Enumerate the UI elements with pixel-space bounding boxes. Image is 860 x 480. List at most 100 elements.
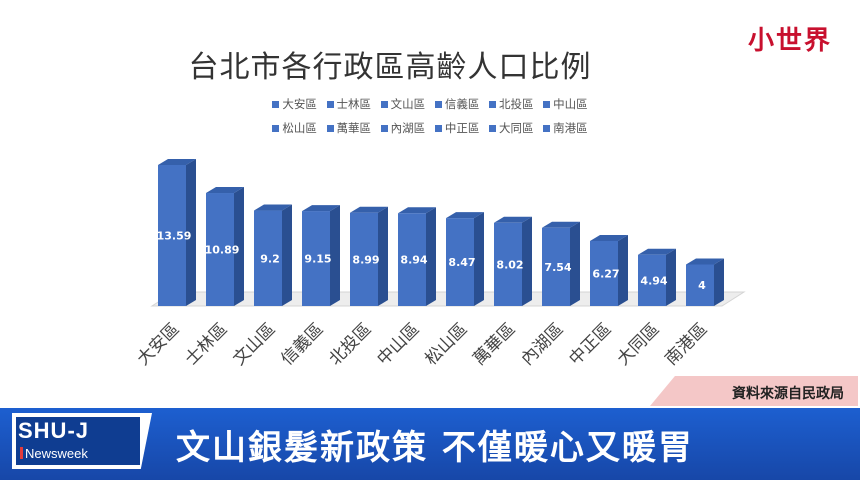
legend-label: 北投區 [498,97,534,111]
chart-legend-row-1: 大安區 士林區 文山區 信義區 北投區 中山區 [0,96,860,112]
bar-front [350,212,378,306]
bar-side [714,258,724,306]
bar-信義區 [302,205,340,306]
legend-swatch [272,125,280,132]
legend-item: 萬華區 [326,120,372,136]
bar-中正區 [590,234,628,306]
category-tick-label: 松山區 [421,319,471,369]
bar-front [254,210,282,306]
bar-side [282,204,292,306]
bar-top [638,248,676,255]
bar-top [494,216,532,223]
bar-top [446,212,484,219]
bar-front [494,222,522,306]
bar-value-label: 8.02 [496,258,523,271]
chart-title: 台北市各行政區高齡人口比例 [188,50,592,85]
brand-name: SHU-J [18,418,90,443]
bar-value-label: 10.89 [205,244,240,257]
legend-label: 大安區 [282,97,317,111]
legend-label: 萬華區 [336,121,372,135]
legend-label: 信義區 [444,97,480,111]
legend-label: 文山區 [390,97,426,111]
bar-side [330,205,340,306]
bar-top [302,205,340,212]
value-labels: 13.59 10.89 9.2 9.15 8.99 8.94 8.47 8.02 7.54 6.2… [157,230,707,293]
legend-swatch [272,101,280,108]
bar-中山區 [398,207,436,306]
bar-front [158,165,186,306]
brand-subtitle-text: Newsweek [25,446,88,461]
bar-內湖區 [542,221,580,306]
legend-swatch [326,125,334,132]
category-tick-label: 大同區 [613,319,663,369]
legend-label: 大同區 [498,121,534,135]
brand-accent-mark [20,447,23,459]
bar-南港區 [686,258,724,306]
legend-swatch [380,101,388,108]
bar-top [542,221,580,228]
category-tick-label: 內湖區 [517,319,567,369]
bar-series [158,159,724,306]
bar-top [350,206,388,213]
bar-value-label: 4.94 [640,274,667,287]
legend-swatch [380,125,388,132]
category-tick-label: 南港區 [661,319,711,369]
news-headline: 文山銀髮新政策 不僅暖心又暖胃 [176,428,694,468]
bar-front [590,240,618,306]
brand-box [12,413,152,469]
legend-swatch [543,125,551,132]
bar-side [570,221,580,306]
bar-value-label: 6.27 [592,267,619,280]
category-tick-label: 中正區 [565,319,615,369]
legend-label: 中山區 [553,97,588,111]
legend-label: 內湖區 [390,121,426,135]
bar-front [686,264,714,306]
bar-top [686,258,724,265]
bar-value-label: 8.94 [400,254,427,267]
legend-item: 文山區 [380,96,426,112]
bar-side [618,234,628,306]
legend-label: 南港區 [553,121,588,135]
brand-box-inner [16,417,140,465]
bar-chart: 13.59 10.89 9.2 9.15 8.99 8.94 8.47 8.02 7.54 6.2… [133,159,746,370]
source-tag: 資料來源自民政局 [650,376,858,406]
chart-legend-row-2: 松山區 萬華區 內湖區 中正區 大同區 南港區 [0,120,860,136]
category-tick-label: 信義區 [277,319,327,369]
bar-side [234,187,244,306]
legend-item: 中正區 [434,120,480,136]
legend-swatch [488,101,496,108]
category-tick-label: 中山區 [373,319,423,369]
category-tick-label: 文山區 [229,319,279,369]
bar-front [302,211,330,306]
category-tick-label: 士林區 [181,319,231,369]
bar-士林區 [206,187,244,306]
bar-文山區 [254,204,292,306]
legend-item: 士林區 [326,96,372,112]
legend-item: 內湖區 [380,120,426,136]
category-tick-label: 大安區 [133,319,183,369]
bar-side [474,212,484,306]
legend-item: 信義區 [434,96,480,112]
bar-松山區 [446,212,484,306]
bar-value-label: 13.59 [157,230,192,243]
bar-value-label: 8.99 [352,253,379,266]
bar-top [206,187,244,194]
legend-label: 中正區 [444,121,480,135]
bar-side [522,216,532,306]
legend-swatch [488,125,496,132]
bar-value-label: 4 [698,279,706,292]
legend-item: 中山區 [543,96,588,112]
xiaoshijie-logo: 小世界 [748,26,833,56]
bar-value-label: 9.15 [304,253,331,266]
bar-front [398,213,426,306]
legend-item: 北投區 [488,96,534,112]
legend-swatch [326,101,334,108]
legend-swatch [434,125,442,132]
bar-top [158,159,196,165]
legend-label: 士林區 [336,97,372,111]
legend-item: 大同區 [488,120,534,136]
bar-大安區 [158,159,196,306]
bar-front [206,193,234,306]
